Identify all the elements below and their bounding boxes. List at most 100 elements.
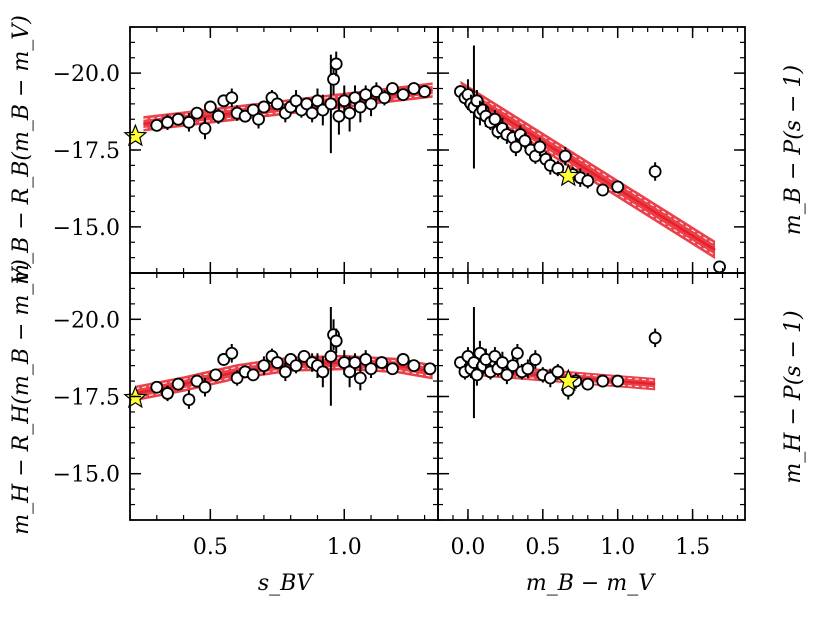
data-point	[551, 162, 565, 175]
panel-top-left: −20.0 −17.5 −15.0	[53, 26, 439, 274]
panel-frame	[129, 26, 439, 274]
data-point	[257, 100, 271, 114]
data-point	[533, 140, 547, 154]
data-point	[611, 374, 625, 388]
panel-frame	[437, 272, 746, 521]
data-point	[407, 82, 421, 95]
star-marker	[556, 368, 581, 392]
data-point	[270, 97, 284, 111]
fit-lower-dash	[460, 371, 656, 389]
data-point	[203, 100, 217, 114]
star-marker	[123, 123, 148, 147]
data-point	[305, 106, 319, 120]
data-point	[596, 374, 610, 388]
data-point	[246, 368, 260, 382]
data-point	[257, 359, 271, 373]
data-point	[378, 91, 391, 105]
fit-lower-dash	[135, 366, 433, 399]
data-point	[528, 353, 542, 366]
left-ylabel-bottom: m_H − R_H(m_B − m_V)	[9, 259, 34, 535]
data-point	[510, 346, 524, 360]
data-point	[648, 331, 662, 345]
data-point	[171, 112, 185, 126]
y-tick-label: −15.0	[53, 216, 120, 241]
right-ylabel-top: m_B − P(s − 1)	[781, 65, 806, 235]
data-point	[506, 359, 520, 373]
xlabel-left: s_BV	[258, 571, 314, 596]
y-tick-label: −20.0	[53, 62, 120, 87]
panel-bottom-left: 0.5 1.0 −20.0 −17.5 −15.0	[53, 272, 439, 560]
plot-area	[143, 51, 433, 154]
data-point	[211, 109, 225, 123]
data-point	[182, 393, 196, 406]
star-marker	[556, 163, 581, 187]
data-point	[161, 115, 174, 129]
fit-upper-dash	[135, 357, 433, 390]
data-point	[198, 380, 212, 394]
data-point	[353, 100, 367, 114]
x-tick-label: 1.5	[675, 535, 710, 560]
data-point	[329, 334, 343, 348]
data-point	[713, 260, 726, 273]
data-point	[209, 368, 223, 382]
data-point	[171, 377, 185, 391]
data-point	[375, 356, 389, 369]
data-point	[182, 115, 196, 129]
data-point	[150, 119, 164, 132]
panel-frame	[129, 272, 439, 521]
y-tick-label: −15.0	[53, 463, 120, 488]
data-point	[150, 380, 164, 394]
data-point	[423, 362, 437, 376]
x-tick-label: 1.0	[600, 535, 635, 560]
x-tick-label: 0.5	[193, 535, 228, 560]
data-point	[581, 174, 595, 188]
right-ylabel-bottom: m_H − P(s − 1)	[781, 310, 806, 483]
y-tick-label: −17.5	[53, 386, 120, 411]
data-point	[327, 72, 340, 86]
data-point	[596, 183, 610, 197]
data-point	[225, 91, 239, 105]
data-point	[329, 57, 343, 71]
data-point	[509, 140, 523, 154]
data-point	[252, 112, 265, 126]
data-point	[332, 109, 346, 123]
data-point	[270, 356, 284, 369]
x-tick-label: 1.0	[327, 535, 362, 560]
left-ylabel-top: m_B − R_B(m_B − m_V)	[9, 15, 34, 285]
fit-line	[459, 88, 716, 251]
x-tick-label: 0.0	[450, 535, 485, 560]
data-point	[396, 353, 410, 366]
data-point	[407, 359, 421, 373]
data-point	[418, 85, 432, 98]
x-tick-label: 0.5	[525, 535, 560, 560]
y-tick-label: −17.5	[53, 139, 120, 164]
data-point	[521, 362, 535, 376]
data-point	[324, 349, 338, 363]
data-point	[488, 112, 502, 126]
data-point	[278, 365, 292, 379]
data-point	[364, 362, 378, 376]
data-point	[289, 359, 303, 373]
data-point	[353, 371, 367, 385]
panel-top-right	[437, 26, 746, 274]
data-point	[161, 387, 174, 400]
data-point	[348, 356, 362, 369]
data-point	[364, 97, 378, 111]
data-point	[396, 88, 410, 102]
data-point	[225, 346, 239, 360]
data-point	[581, 377, 595, 391]
plot-area	[454, 45, 726, 273]
data-point	[198, 122, 212, 135]
plot-area	[135, 306, 437, 409]
xlabel-right: m_B − m_V	[526, 571, 656, 596]
data-point	[343, 106, 357, 120]
data-point	[648, 165, 662, 178]
data-point	[386, 362, 399, 376]
data-point	[316, 365, 330, 379]
data-point	[190, 106, 204, 120]
data-point	[611, 180, 625, 194]
y-tick-label: −20.0	[53, 308, 120, 333]
data-point	[551, 365, 565, 379]
plot-area	[454, 306, 662, 419]
